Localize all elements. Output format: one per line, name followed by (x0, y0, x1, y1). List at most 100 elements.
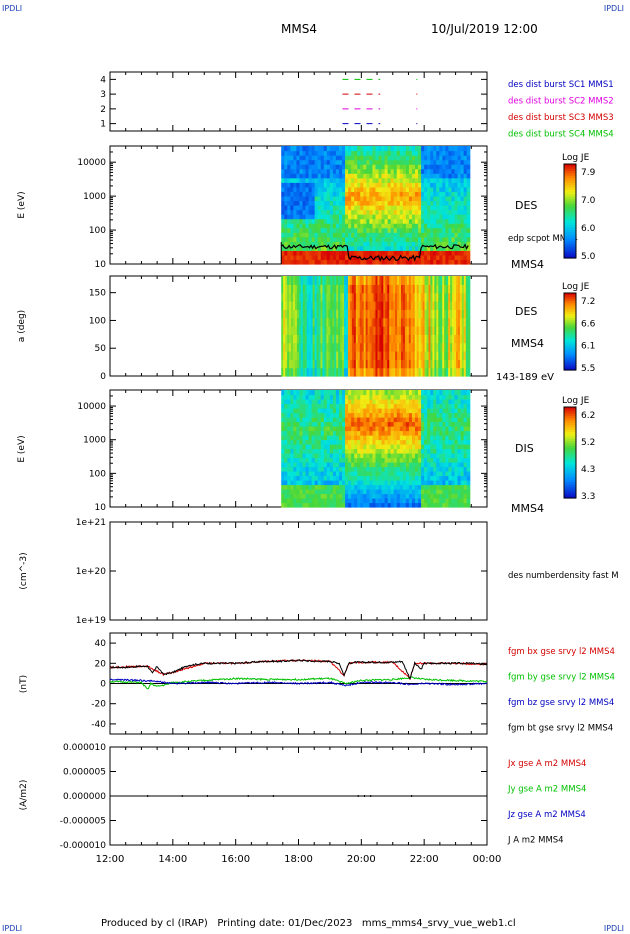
dis-energy-cell (323, 480, 328, 486)
dis-energy-cell (418, 394, 422, 400)
des-energy-cell (378, 150, 383, 156)
des-energy-cell (323, 191, 328, 197)
dis-energy-cell (348, 408, 352, 414)
dis-energy-cell (436, 453, 440, 459)
dis-energy-cell (415, 430, 419, 436)
des-pitch-cell (373, 342, 377, 352)
dis-energy-cell (338, 430, 343, 436)
dis-energy-cell (329, 493, 334, 499)
dis-energy-cell (299, 480, 304, 486)
des-pitch-cell (410, 309, 414, 319)
des-pitch-cell (385, 342, 388, 352)
des-energy-cell (290, 159, 294, 165)
des-energy-cell (314, 227, 319, 233)
des-pitch-cell (304, 342, 308, 352)
dis-energy-cell (338, 466, 343, 472)
des-pitch-cell (420, 309, 424, 319)
des-energy-cell (287, 209, 291, 215)
dis-energy-cell (342, 457, 346, 463)
dis-energy-cell (363, 480, 367, 486)
dis-energy-cell (360, 489, 364, 495)
des-pitch-cell (296, 292, 300, 302)
dis-energy-cell (424, 390, 428, 396)
dis-energy-cell (357, 498, 361, 504)
des-energy-cell (305, 214, 310, 220)
des-energy-cell (457, 191, 462, 197)
dis-energy-cell (342, 412, 346, 418)
dis-energy-cell (375, 462, 380, 468)
des-energy-cell (338, 164, 343, 170)
des-energy-cell (393, 155, 398, 161)
des-energy-cell (396, 236, 401, 242)
des-energy-cell (338, 173, 343, 179)
dis-energy-cell (396, 408, 401, 414)
dis-energy-cell (466, 493, 471, 499)
des-pitch-cell (373, 309, 377, 319)
des-energy-cell (335, 182, 340, 188)
des-pitch-cell (318, 301, 322, 310)
dis-energy-cell (451, 394, 456, 400)
dis-energy-cell (360, 502, 364, 508)
dis-energy-cell (457, 412, 462, 418)
dis-energy-cell (372, 484, 377, 490)
des-energy-cell (390, 214, 395, 220)
des-energy-cell (402, 250, 407, 256)
dis-energy-cell (296, 475, 301, 481)
dis-energy-cell (424, 448, 428, 454)
dis-energy-cell (405, 475, 410, 481)
dis-energy-cell (345, 435, 349, 441)
des-energy-cell (372, 232, 377, 238)
dis-energy-cell (390, 399, 395, 405)
des-pitch-cell (338, 334, 341, 344)
dis-energy-cell (332, 502, 337, 508)
dis-energy-cell (396, 453, 401, 459)
dis-energy-cell (293, 498, 298, 504)
dis-energy-cell (366, 493, 370, 499)
des-pitch-cell (302, 317, 306, 327)
des-energy-cell (405, 200, 410, 206)
des-energy-cell (463, 223, 468, 229)
des-energy-cell (308, 200, 313, 206)
des-energy-cell (421, 200, 425, 206)
des-pitch-cell (287, 276, 290, 285)
des-energy-cell (466, 209, 471, 215)
des-pitch-cell (412, 284, 416, 294)
dis-energy-cell (387, 390, 392, 396)
des-pitch-ytick-label: 100 (89, 316, 106, 326)
dis-energy-cell (454, 444, 459, 450)
des-pitch-cell (399, 367, 402, 377)
dis-energy-cell (281, 421, 285, 427)
des-pitch-cell (316, 301, 320, 310)
dis-energy-cell (454, 408, 459, 414)
des-energy-cell (405, 227, 410, 233)
des-pitch-cell (346, 326, 349, 335)
des-energy-cell (311, 155, 316, 161)
des-pitch-cell (467, 317, 471, 327)
des-energy-colorbar-swatch (564, 208, 576, 212)
dis-energy-cell (338, 498, 343, 504)
des-pitch-cell (452, 351, 455, 360)
des-pitch-cell (391, 276, 394, 285)
des-energy-cell (415, 223, 419, 229)
dis-energy-cell (451, 421, 456, 427)
des-pitch-cell (304, 317, 308, 327)
des-energy-cell (448, 232, 453, 238)
dis-energy-cell (305, 498, 310, 504)
des-pitch-cell (463, 292, 467, 302)
des-pitch-cell (346, 367, 349, 377)
dis-energy-cell (351, 412, 355, 418)
des-energy-cell (448, 177, 453, 183)
des-pitch-cell (351, 359, 355, 369)
des-energy-cell (408, 191, 413, 197)
des-energy-cell (335, 177, 340, 183)
des-pitch-cell (302, 334, 306, 344)
des-energy-cell (415, 182, 419, 188)
des-energy-cell (317, 259, 322, 265)
des-pitch-cell (334, 326, 337, 335)
dis-energy-cell (308, 390, 313, 396)
dis-energy-cell (387, 471, 392, 477)
dis-energy-cell (317, 498, 322, 504)
dis-energy-cell (308, 453, 313, 459)
des-pitch-cell (444, 317, 447, 327)
